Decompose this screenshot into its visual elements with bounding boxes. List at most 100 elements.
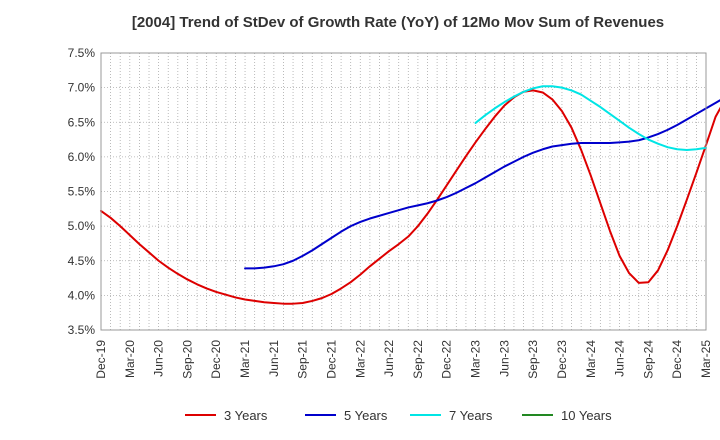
data-point-3-years	[417, 225, 419, 227]
data-point-3-years	[580, 149, 582, 151]
x-tick-label: Dec-21	[324, 340, 338, 379]
data-point-3-years	[119, 225, 121, 227]
x-tick-label: Sep-24	[641, 340, 655, 379]
series-line-5-years	[244, 99, 720, 270]
data-point-7-years	[638, 133, 640, 135]
data-point-3-years	[695, 172, 697, 174]
data-point-3-years	[561, 110, 563, 112]
data-point-7-years	[580, 94, 582, 96]
data-point-3-years	[388, 250, 390, 252]
data-point-5-years	[599, 142, 601, 144]
data-point-3-years	[177, 273, 179, 275]
data-point-3-years	[590, 175, 592, 177]
data-point-3-years	[475, 141, 477, 143]
data-point-3-years	[110, 217, 112, 219]
data-point-3-years	[292, 303, 294, 305]
data-point-3-years	[609, 230, 611, 232]
data-point-3-years	[167, 267, 169, 269]
data-point-5-years	[657, 133, 659, 135]
data-point-3-years	[532, 89, 534, 91]
data-point-3-years	[427, 213, 429, 215]
data-point-3-years	[542, 91, 544, 93]
data-point-7-years	[695, 148, 697, 150]
legend-label: 10 Years	[561, 408, 612, 423]
legend: 3 Years 5 Years 7 Years 10 Years	[185, 408, 612, 423]
legend-label: 3 Years	[224, 408, 268, 423]
x-tick-label: Jun-21	[267, 340, 281, 377]
data-point-5-years	[273, 265, 275, 267]
data-point-3-years	[129, 234, 131, 236]
data-point-3-years	[398, 243, 400, 245]
data-point-3-years	[225, 294, 227, 296]
data-point-3-years	[359, 274, 361, 276]
data-point-5-years	[619, 141, 621, 143]
data-point-5-years	[254, 267, 256, 269]
data-point-7-years	[513, 96, 515, 98]
data-point-3-years	[676, 225, 678, 227]
x-tick-label: Dec-24	[670, 340, 684, 379]
data-point-7-years	[561, 87, 563, 89]
x-tick-label: Sep-22	[411, 340, 425, 379]
data-point-7-years	[609, 113, 611, 115]
data-point-3-years	[686, 199, 688, 201]
data-point-5-years	[523, 156, 525, 158]
data-point-7-years	[667, 146, 669, 148]
data-point-5-years	[427, 202, 429, 204]
data-point-7-years	[571, 89, 573, 91]
data-point-5-years	[484, 177, 486, 179]
data-point-5-years	[282, 263, 284, 265]
data-point-7-years	[628, 127, 630, 129]
grid	[101, 52, 706, 331]
data-point-5-years	[321, 243, 323, 245]
data-point-3-years	[715, 116, 717, 118]
data-point-5-years	[532, 152, 534, 154]
data-point-5-years	[388, 212, 390, 214]
y-tick-label: 4.5%	[68, 254, 96, 268]
chart-title: [2004] Trend of StDev of Growth Rate (Yo…	[132, 14, 664, 31]
data-point-5-years	[715, 102, 717, 104]
data-point-3-years	[158, 260, 160, 262]
data-point-7-years	[551, 85, 553, 87]
y-tick-label: 7.0%	[68, 81, 96, 95]
plot-frame	[100, 52, 707, 331]
data-point-5-years	[638, 139, 640, 141]
data-point-3-years	[619, 255, 621, 257]
data-point-7-years	[657, 143, 659, 145]
data-point-7-years	[484, 114, 486, 116]
data-point-5-years	[436, 200, 438, 202]
data-point-5-years	[359, 221, 361, 223]
data-point-3-years	[263, 301, 265, 303]
data-point-5-years	[378, 215, 380, 217]
data-point-3-years	[647, 281, 649, 283]
y-tick-label: 6.5%	[68, 115, 96, 129]
data-point-3-years	[321, 297, 323, 299]
data-point-5-years	[667, 129, 669, 131]
data-point-3-years	[234, 296, 236, 298]
data-point-5-years	[571, 143, 573, 145]
data-point-3-years	[350, 281, 352, 283]
x-axis-tick-labels: Dec-19 Mar-20 Jun-20 Sep-20 Dec-20 Mar-21 Jun-…	[94, 340, 713, 379]
data-point-5-years	[263, 267, 265, 269]
x-tick-label: Dec-19	[94, 340, 108, 379]
data-point-5-years	[455, 192, 457, 194]
data-point-5-years	[330, 237, 332, 239]
data-point-5-years	[475, 182, 477, 184]
data-point-3-years	[503, 105, 505, 107]
data-point-3-years	[667, 249, 669, 251]
data-point-7-years	[590, 100, 592, 102]
data-point-7-years	[599, 106, 601, 108]
legend-label: 7 Years	[449, 408, 493, 423]
data-point-5-years	[407, 206, 409, 208]
data-point-3-years	[282, 303, 284, 305]
data-point-3-years	[369, 265, 371, 267]
data-point-7-years	[475, 122, 477, 124]
y-tick-label: 4.0%	[68, 288, 96, 302]
data-point-5-years	[350, 225, 352, 227]
x-tick-label: Dec-23	[555, 340, 569, 379]
data-point-3-years	[551, 98, 553, 100]
data-point-3-years	[599, 202, 601, 204]
data-point-5-years	[494, 171, 496, 173]
data-point-3-years	[484, 128, 486, 130]
y-tick-label: 5.5%	[68, 185, 96, 199]
